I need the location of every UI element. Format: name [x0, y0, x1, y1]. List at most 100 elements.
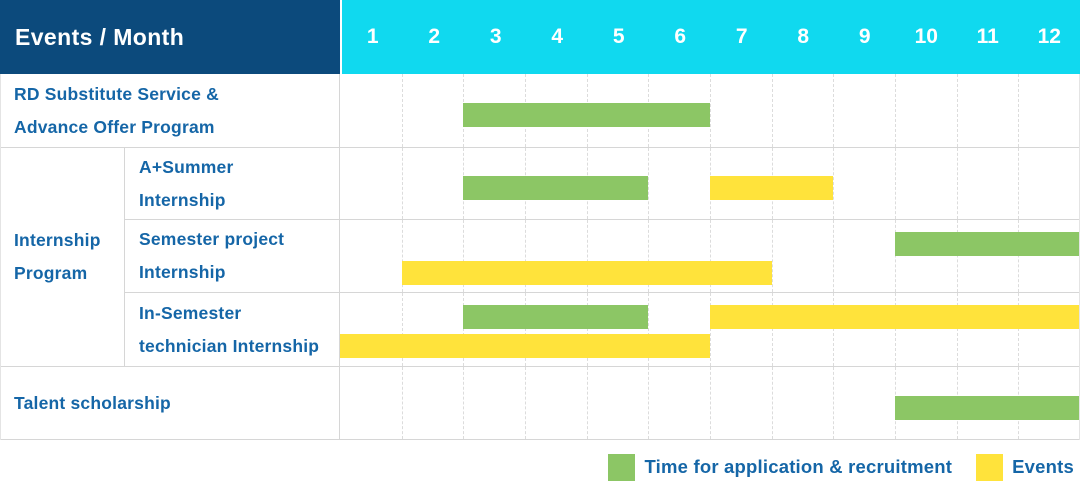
row-label-line: In-Semester [139, 302, 242, 323]
month-header-7: 7 [735, 25, 748, 48]
gantt-bar-application-m10-m12 [895, 396, 1080, 420]
legend-item-events: Events [976, 453, 1074, 481]
month-gridline [833, 220, 834, 292]
month-header-3: 3 [489, 25, 502, 48]
month-header-2: 2 [428, 25, 441, 48]
row-label-line: Internship [139, 262, 226, 282]
legend-label-events: Events [1012, 456, 1074, 477]
row-talent-scholarship: Talent scholarship [0, 367, 1080, 440]
row-semester-project-internship: Semester project Internship [0, 220, 1080, 293]
month-gridline [525, 367, 526, 439]
row-label-line: A+Summer [139, 156, 234, 177]
month-gridline [772, 74, 773, 147]
row-a-plus-summer-internship: A+Summer Internship [0, 148, 1080, 220]
month-gridline [833, 293, 834, 366]
month-header-10: 10 [914, 25, 938, 48]
gantt-bar-application-m3-m5 [463, 176, 649, 200]
month-gridline [895, 293, 896, 366]
group-label-line: Internship [14, 230, 101, 250]
row-label-line: RD Substitute Service & [14, 83, 219, 104]
month-gridline [463, 293, 464, 366]
row-chart-area-in-semester-technician-internship [340, 293, 1080, 367]
legend-swatch-application [608, 453, 636, 481]
row-label-talent-scholarship: Talent scholarship [0, 367, 340, 440]
month-gridline [772, 293, 773, 366]
table-header-events-month: Events / Month [0, 0, 340, 74]
legend-label-application: Time for application & recruitment [644, 456, 953, 477]
row-label-line: Talent scholarship [14, 392, 171, 413]
month-gridline [463, 367, 464, 439]
month-gridline [833, 148, 834, 219]
legend-item-application: Time for application & recruitment [608, 453, 953, 481]
row-label-line: Internship [139, 189, 226, 210]
month-gridline [895, 74, 896, 147]
gantt-bar-events-m7-m12 [710, 305, 1080, 329]
month-gridline [957, 293, 958, 366]
month-gridline [895, 148, 896, 219]
month-gridline [710, 220, 711, 292]
row-label-line: Advance Offer Program [14, 116, 215, 137]
row-chart-area-a-plus-summer-internship [340, 148, 1080, 220]
gantt-bar-events-m7-m8 [710, 176, 834, 200]
gantt-bar-events-m1-m6 [340, 334, 710, 358]
row-label-a-plus-summer-internship: A+Summer Internship [125, 148, 340, 220]
group-label-line: Program [14, 263, 88, 283]
month-gridline [587, 220, 588, 292]
month-gridline [587, 367, 588, 439]
month-gridline [648, 148, 649, 219]
month-gridline [402, 74, 403, 147]
month-gridline [525, 220, 526, 292]
month-gridline [772, 367, 773, 439]
month-gridline [957, 148, 958, 219]
month-gridline [463, 220, 464, 292]
month-header-5: 5 [612, 25, 625, 48]
month-gridline [1018, 293, 1019, 366]
month-gridline [587, 293, 588, 366]
month-gridline [648, 367, 649, 439]
month-gridline [402, 293, 403, 366]
month-gridline [895, 220, 896, 292]
month-header-6: 6 [674, 25, 687, 48]
row-rd-substitute-service: RD Substitute Service & Advance Offer Pro… [0, 74, 1080, 148]
row-chart-area-semester-project-internship [340, 220, 1080, 293]
row-chart-area-talent-scholarship [340, 367, 1080, 440]
row-label-rd-substitute-service: RD Substitute Service & Advance Offer Pro… [0, 74, 340, 148]
month-gridline [402, 148, 403, 219]
row-chart-area-rd-substitute-service [340, 74, 1080, 148]
row-label-line: technician Internship [139, 335, 320, 356]
row-in-semester-technician-internship: In-Semester technician Internship [0, 293, 1080, 367]
table-left-edge [0, 74, 1, 440]
month-header-4: 4 [551, 25, 564, 48]
group-cell-internship-program: Internship Program [0, 148, 125, 367]
month-header-1: 1 [366, 25, 379, 48]
gantt-bar-application-m3-m6 [463, 103, 710, 127]
month-gridline [648, 220, 649, 292]
legend-swatch-events [976, 453, 1004, 481]
gantt-bar-application-m3-m5 [463, 305, 649, 329]
month-header-12: 12 [1037, 25, 1061, 48]
gantt-bar-application-m10-m12 [895, 232, 1080, 256]
month-header-8: 8 [797, 25, 810, 48]
month-header-11: 11 [976, 25, 999, 48]
legend: Time for application & recruitment Events [0, 440, 1080, 494]
month-gridline [957, 74, 958, 147]
month-gridline [1018, 148, 1019, 219]
row-label-line: Semester project [139, 229, 285, 249]
month-gridline [772, 220, 773, 292]
month-gridline [710, 74, 711, 147]
row-label-in-semester-technician-internship: In-Semester technician Internship [125, 293, 340, 367]
month-gridline [402, 220, 403, 292]
month-gridline [402, 367, 403, 439]
month-gridline [833, 367, 834, 439]
month-gridline [1018, 220, 1019, 292]
month-gridline [1018, 74, 1019, 147]
gantt-bar-events-m2-m7 [401, 261, 772, 285]
month-header-row: 1 2 3 4 5 6 7 8 9 10 11 12 [342, 0, 1080, 74]
month-gridline [710, 367, 711, 439]
month-header-9: 9 [858, 25, 871, 48]
month-gridline [957, 220, 958, 292]
month-gridline [833, 74, 834, 147]
month-gridline [648, 293, 649, 366]
month-gridline [710, 293, 711, 366]
